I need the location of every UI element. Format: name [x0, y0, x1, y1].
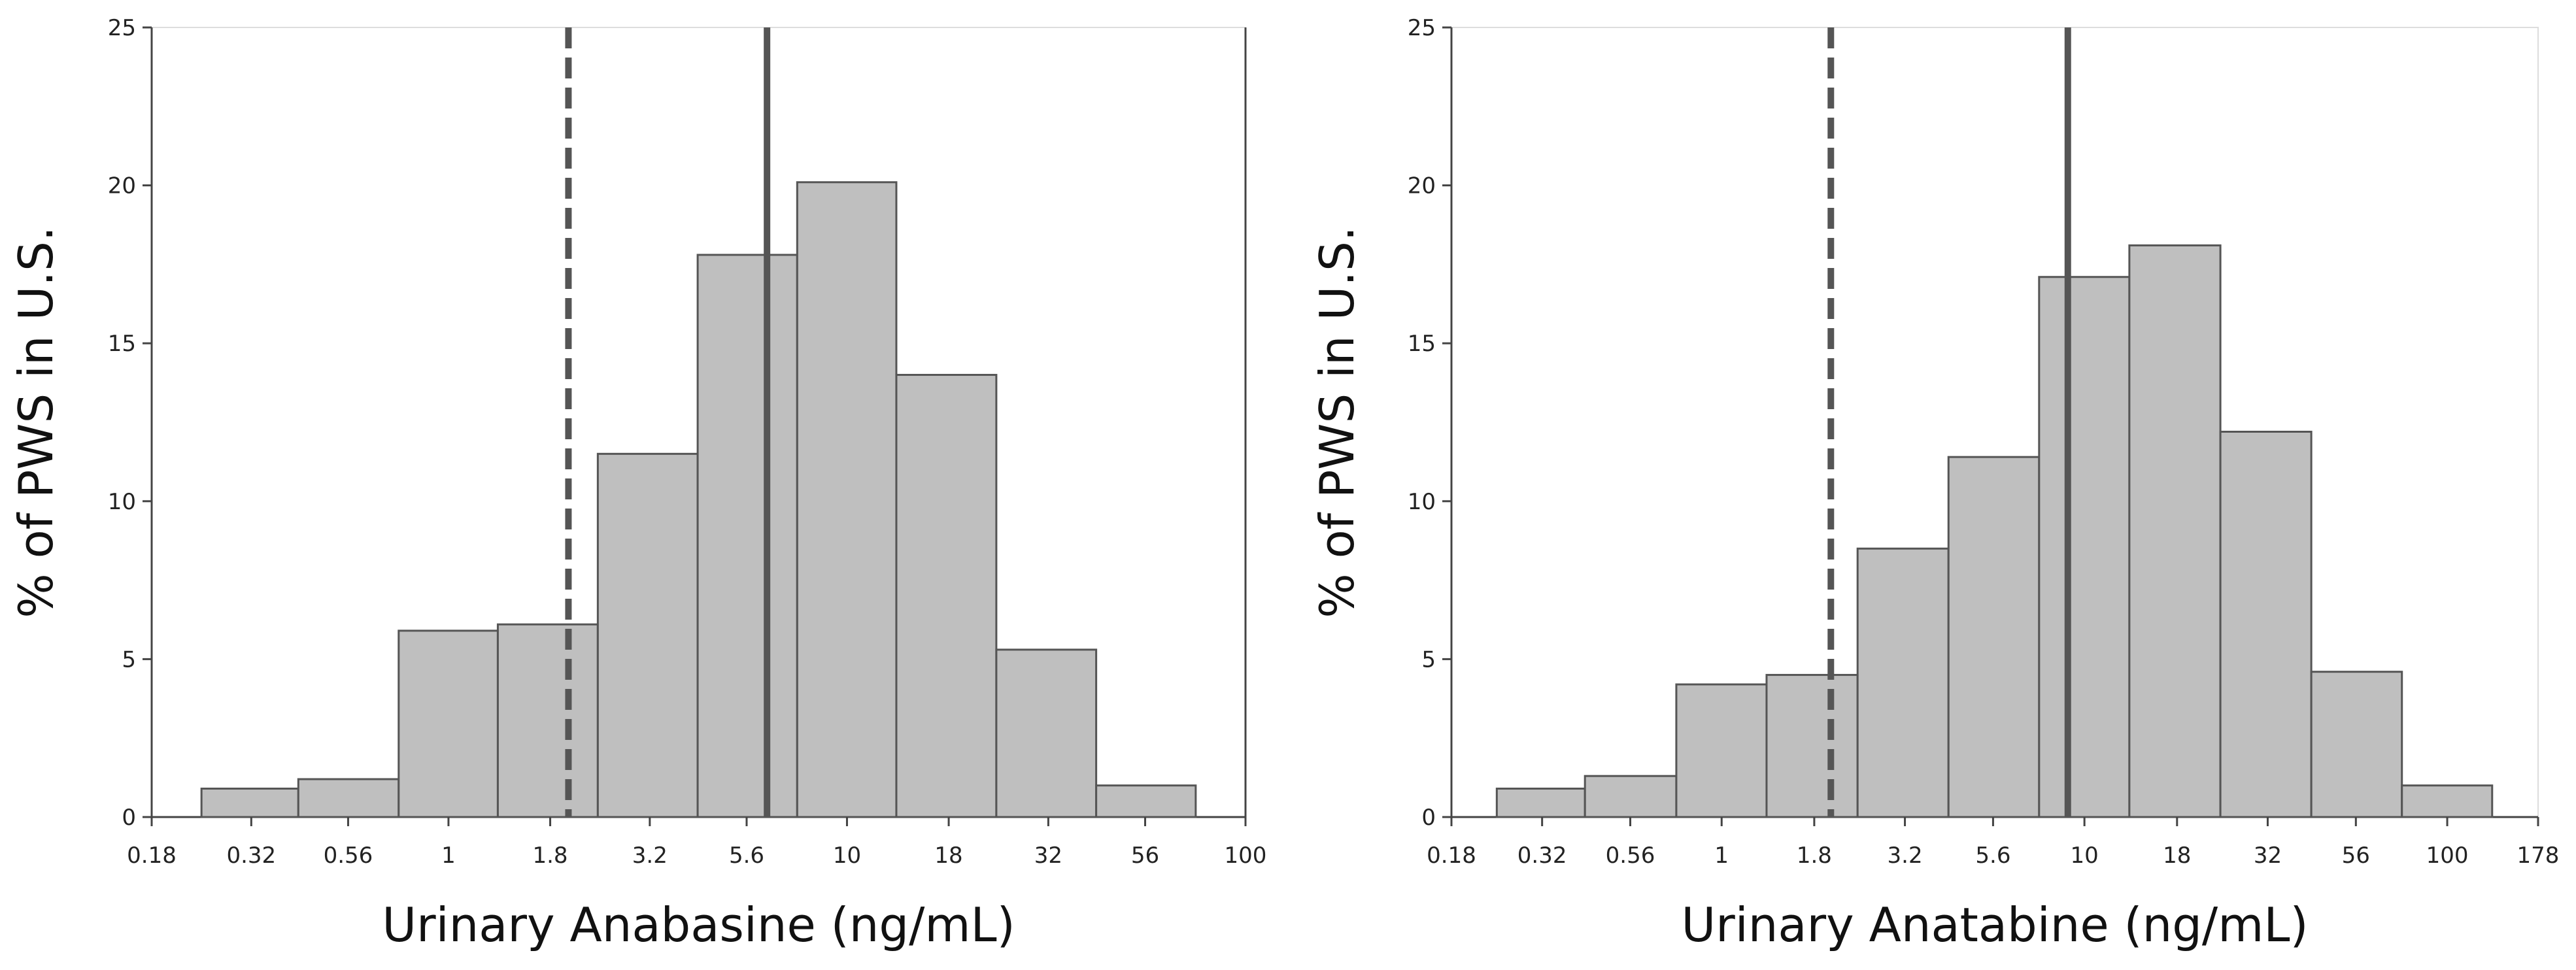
x-tick-label: 0.18	[127, 843, 177, 869]
x-tick-label: 10	[833, 843, 861, 869]
histogram-bar	[995, 648, 1098, 818]
histogram-bar	[398, 629, 499, 818]
histogram-bar	[1675, 683, 1768, 818]
y-tick-label: 25	[108, 15, 136, 41]
y-tick-label: 10	[1408, 489, 1436, 515]
x-tick-label: 0.56	[324, 843, 373, 869]
y-tick-label: 20	[108, 173, 136, 199]
histogram-bar	[2128, 244, 2222, 818]
histogram-bar	[696, 254, 798, 818]
histogram-bar	[2038, 276, 2131, 818]
y-tick-label: 15	[1408, 331, 1436, 357]
x-axis-title: Urinary Anabasine (ng/mL)	[382, 897, 1015, 952]
histogram-bar	[1947, 456, 2041, 818]
x-tick-label: 10	[2071, 843, 2099, 869]
x-tick-label: 18	[934, 843, 962, 869]
chart-panel-anatabine: 0 5 10 15 20 25 0.18 0.32 0.56 1 1.8 3.2 5.6 10 18 32 56…	[1288, 0, 2576, 970]
histogram-bar	[2310, 671, 2403, 818]
x-tick-label: 0.32	[1517, 843, 1567, 869]
y-tick-label: 25	[1408, 15, 1436, 41]
x-tick-label: 5.6	[729, 843, 764, 869]
histogram-bar	[1856, 547, 1950, 818]
histogram-bar	[1095, 784, 1197, 818]
x-tick-label: 18	[2163, 843, 2191, 869]
x-tick-label: 0.18	[1427, 843, 1476, 869]
x-tick-label: 32	[1034, 843, 1062, 869]
x-tick-label: 3.2	[1888, 843, 1923, 869]
histogram-bar	[1765, 674, 1859, 818]
y-tick-label: 0	[1421, 805, 1436, 831]
x-tick-label: 1.8	[532, 843, 568, 869]
x-tick-label: 56	[1131, 843, 1159, 869]
y-tick-label: 5	[122, 646, 136, 673]
x-tick-label: 0.32	[226, 843, 276, 869]
chart-panel-anabasine: 0 5 10 15 20 25 0.18 0.32 0.56 1 1.8 3.2 5.6 10 18 32 56…	[8, 15, 1267, 952]
x-tick-label: 0.56	[1606, 843, 1655, 869]
histogram-bar	[895, 374, 998, 818]
x-tick-label: 1	[441, 843, 456, 869]
y-tick-label: 5	[1421, 646, 1436, 673]
y-axis-title: % of PWS in U.S.	[1310, 226, 1364, 618]
x-tick-label: 1.8	[1797, 843, 1832, 869]
y-axis-title: % of PWS in U.S.	[8, 226, 63, 618]
histogram-bar	[297, 778, 400, 818]
x-tick-label: 5.6	[1975, 843, 2010, 869]
y-tick-label: 20	[1408, 173, 1436, 199]
histogram-bar	[2401, 784, 2494, 818]
y-tick-label: 15	[108, 331, 136, 357]
anatabine-histogram: 0 5 10 15 20 25 0.18 0.32 0.56 1 1.8 3.2 5.6 10 18 32 56…	[1310, 15, 2560, 952]
histogram-bar	[1584, 775, 1678, 818]
x-axis-title: Urinary Anatabine (ng/mL)	[1681, 897, 2308, 952]
histogram-bar	[596, 452, 699, 818]
y-tick-label: 0	[122, 805, 136, 831]
x-tick-label: 3.2	[632, 843, 668, 869]
histogram-bar	[796, 181, 898, 818]
x-tick-label: 100	[2426, 843, 2469, 869]
anabasine-histogram: 0 5 10 15 20 25 0.18 0.32 0.56 1 1.8 3.2 5.6 10 18 32 56…	[8, 15, 1267, 952]
x-tick-label: 1	[1714, 843, 1729, 869]
histogram-bar	[2219, 430, 2313, 818]
x-tick-label: 100	[1225, 843, 1267, 869]
histogram-bar	[496, 623, 599, 818]
x-tick-label: 178	[2517, 843, 2560, 869]
x-tick-label: 56	[2342, 843, 2370, 869]
y-tick-label: 10	[108, 489, 136, 515]
histogram-bar	[1495, 788, 1586, 818]
x-tick-label: 32	[2254, 843, 2282, 869]
histogram-bar	[200, 788, 299, 818]
